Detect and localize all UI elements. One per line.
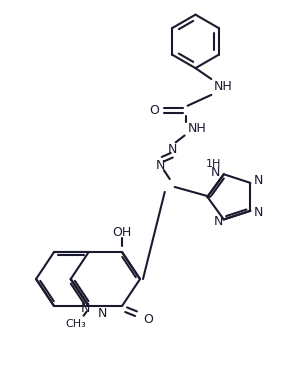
Text: N: N [81, 302, 91, 315]
Text: N: N [98, 307, 107, 320]
Text: NH: NH [213, 80, 232, 93]
Text: NH: NH [187, 122, 206, 135]
Text: CH₃: CH₃ [65, 319, 86, 328]
Text: N: N [214, 215, 224, 228]
Text: 1H: 1H [205, 160, 221, 169]
Text: OH: OH [112, 226, 132, 239]
Text: N: N [156, 159, 166, 172]
Text: O: O [143, 313, 153, 326]
Text: O: O [149, 104, 159, 117]
Text: N: N [254, 206, 263, 219]
Text: N: N [254, 174, 263, 187]
Text: N: N [211, 166, 221, 179]
Text: N: N [168, 143, 178, 156]
